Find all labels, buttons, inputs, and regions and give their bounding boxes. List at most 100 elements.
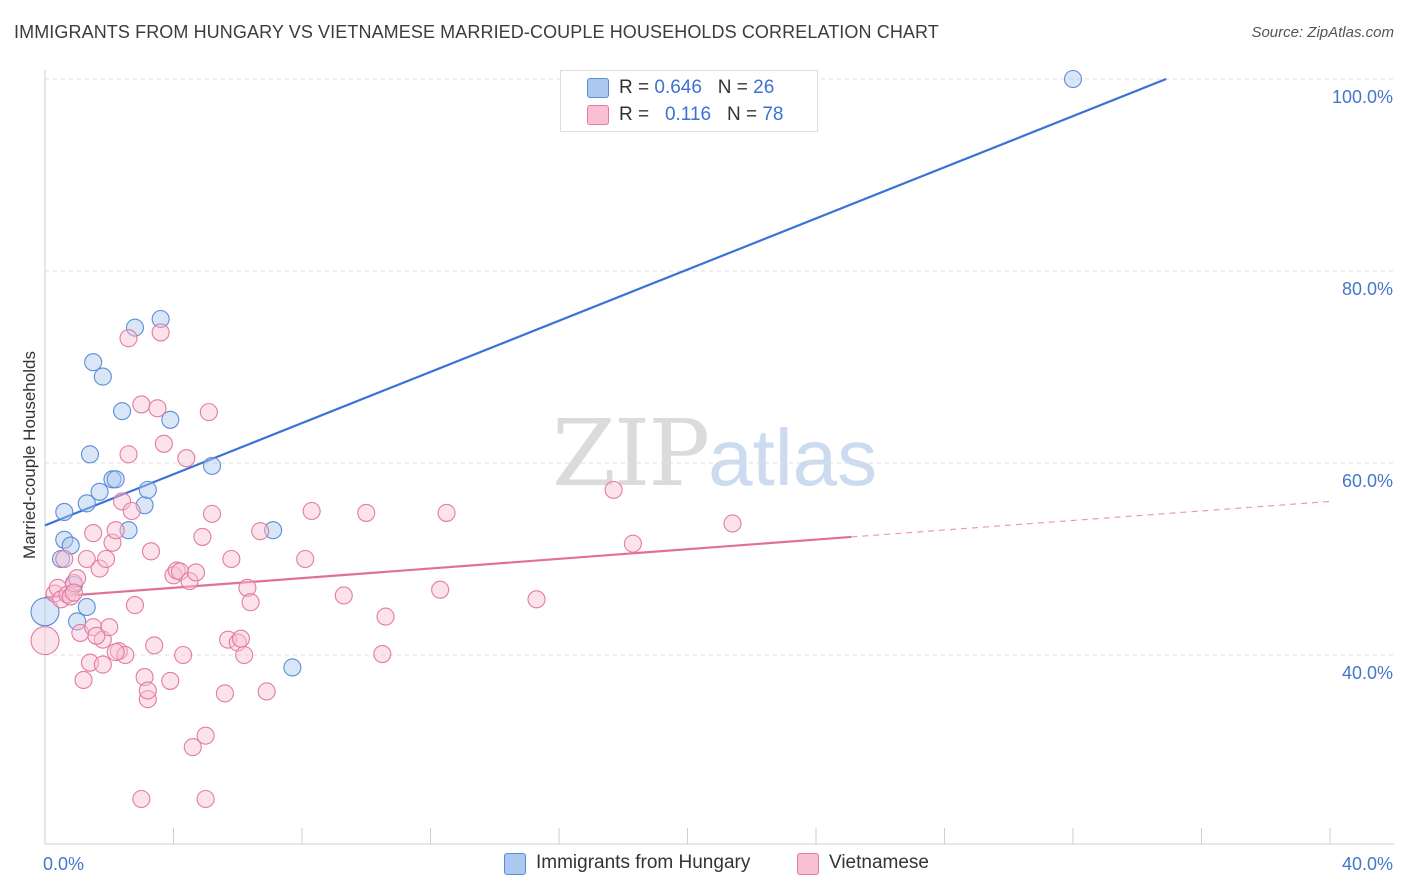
vietnamese-point [174,645,193,665]
vietnamese-point [151,323,170,342]
vietnamese-point [90,559,109,578]
hungary-point [77,597,96,617]
vietnamese-point [257,682,276,701]
n-value: 78 [762,104,784,125]
vietnamese-point [431,580,450,599]
trend-line [44,77,1167,527]
legend-swatch-vietnamese [797,853,819,875]
vietnamese-point [154,434,173,453]
axes [44,70,1394,845]
vietnamese-point [93,655,112,674]
r-value: 0.116 [664,104,712,125]
hungary-point [119,521,138,540]
vietnamese-point [623,534,642,553]
trend-lines [44,77,1331,599]
watermark-atlas: atlas [708,413,878,502]
watermark: ZIPatlas [552,400,877,507]
hungary-point [30,597,60,627]
vietnamese-point [148,399,167,418]
hungary-point [203,456,222,475]
vietnamese-point [64,583,83,602]
legend-swatch-vietnamese [587,105,609,125]
vietnamese-point [30,626,60,656]
r-label: R = [619,104,650,125]
y-tick-label: 80.0% [1342,279,1393,299]
vietnamese-point [196,726,215,745]
vietnamese-point [161,671,180,690]
vietnamese-point [238,578,257,597]
tick-labels: 40.0% 60.0% 80.0% 100.0% 0.0% 40.0% [43,87,1393,874]
y-tick-label: 100.0% [1332,87,1393,107]
vietnamese-point [119,445,138,464]
vietnamese-point [357,503,376,522]
vietnamese-point [302,501,321,521]
hungary-point [161,410,180,429]
hungary-point [1063,69,1083,89]
vietnamese-point [376,607,395,626]
vietnamese-point [55,549,74,569]
vietnamese-point [106,643,125,662]
y-tick-label: 40.0% [1342,663,1393,683]
legend-swatch-hungary [504,853,526,875]
vietnamese-point [119,329,138,348]
vietnamese-point [437,503,456,522]
vietnamese-point [132,789,151,809]
legend-swatch-hungary [587,78,609,98]
vietnamese-point [68,569,87,588]
hungary-point [113,402,132,421]
vietnamese-point [235,645,254,665]
vietnamese-point [527,590,546,609]
vietnamese-point [296,549,315,569]
trend-line [44,535,852,599]
vietnamese-point [106,521,125,540]
vietnamese-point [96,549,116,569]
x-tick-label: 0.0% [43,854,84,874]
vietnamese-point [141,542,161,561]
vietnamese-point [373,644,392,664]
vietnamese-point [604,480,623,499]
hungary-point [264,521,283,540]
hungary-point [125,318,144,337]
hungary-point [77,494,96,513]
n-value: 26 [753,77,775,98]
n-label: N = [717,77,748,98]
vietnamese-point [84,524,103,543]
vietnamese-point [145,636,164,655]
watermark-zip: ZIP [552,400,710,507]
vietnamese-point [193,527,212,546]
vietnamese-point [222,549,241,569]
hungary-point [68,612,87,631]
hungary-point [55,502,74,522]
y-tick-label: 60.0% [1342,471,1393,491]
chart-title: IMMIGRANTS FROM HUNGARY VS VIETNAMESE MA… [14,22,939,42]
vietnamese-point [251,522,270,541]
hungary-point [80,445,100,464]
vietnamese-point [74,670,93,690]
data-points [30,69,1083,809]
stats-legend: R = 0.646 N = 26 R = 0.116 N = 78 [560,70,818,132]
r-value: 0.646 [654,77,702,98]
x-tick-label: 40.0% [1342,854,1393,874]
hungary-point [283,658,302,677]
vietnamese-point [199,403,218,422]
y-axis-title: Married-couple Households [20,351,39,559]
vietnamese-point [186,563,206,582]
hungary-point [93,367,112,386]
vietnamese-point [113,492,132,511]
r-label: R = [619,77,650,98]
source-credit: Source: ZipAtlas.com [1251,24,1394,41]
vietnamese-point [334,586,353,605]
vietnamese-point [135,668,154,687]
vietnamese-point [203,504,222,523]
vietnamese-point [100,618,119,637]
legend-label: Immigrants from Hungary [536,852,751,873]
n-label: N = [726,104,758,125]
vietnamese-point [231,629,251,648]
vietnamese-point [183,738,202,757]
legend-label: Vietnamese [829,852,929,873]
vietnamese-point [241,593,260,612]
trend-extension [851,500,1331,538]
hungary-point [90,482,109,501]
hungary-point [138,480,157,499]
